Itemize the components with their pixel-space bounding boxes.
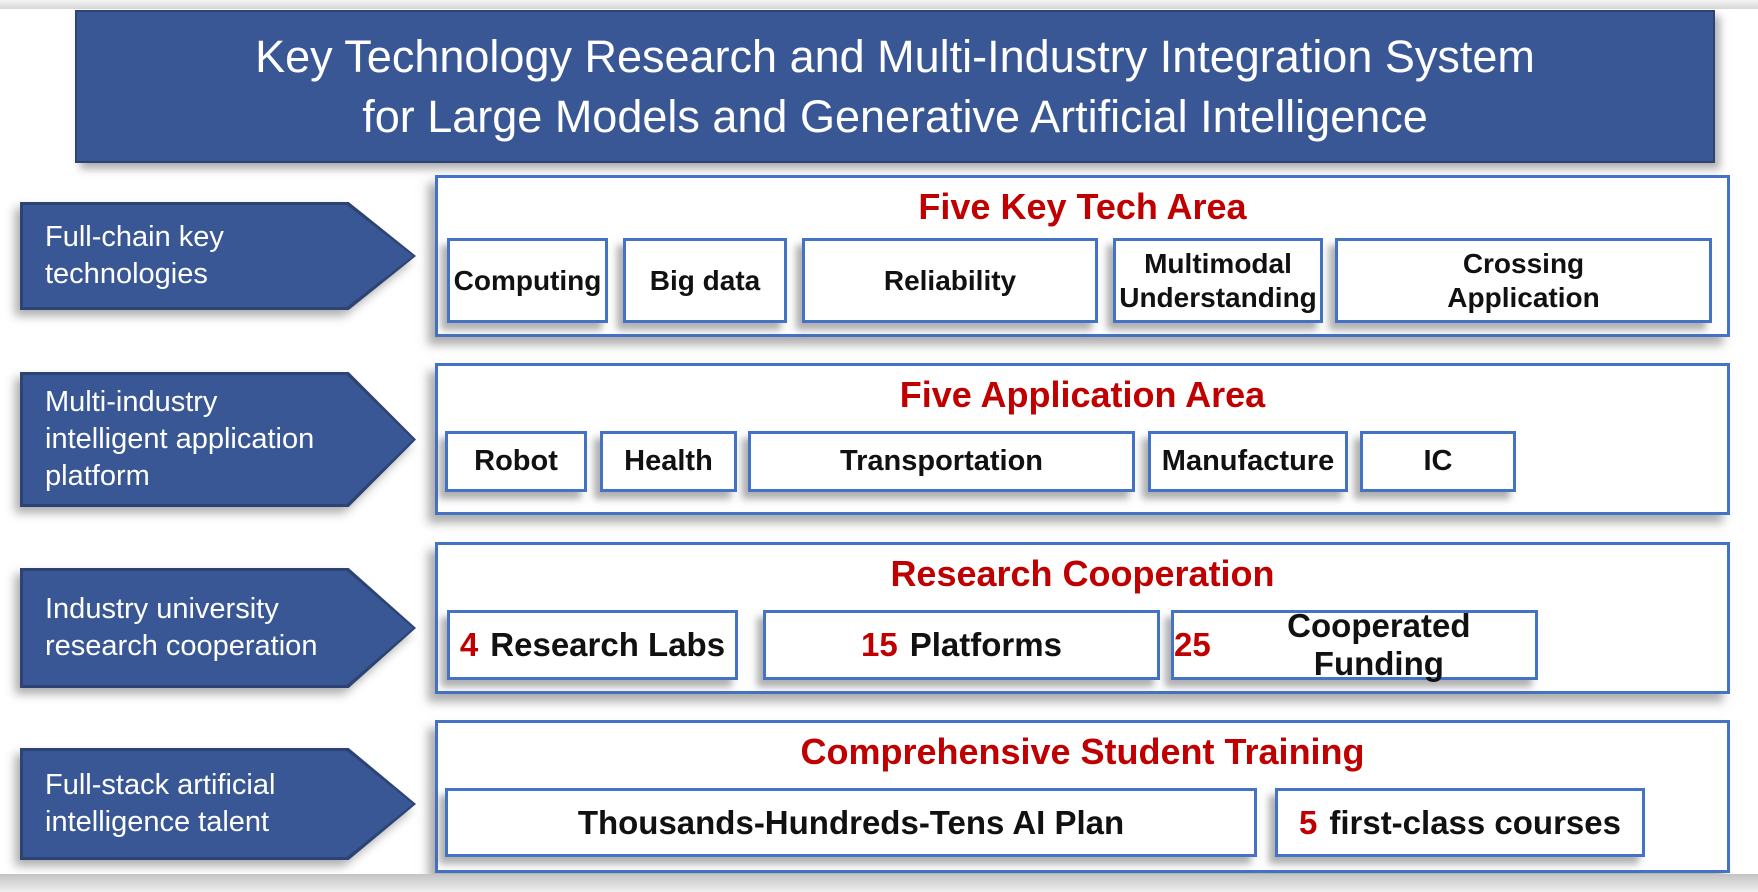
panel-research-cooperation: Research Cooperation 4 Research Labs 15 … xyxy=(435,542,1730,694)
arrow-shape: Industry university research cooperation xyxy=(20,568,416,688)
panel-five-application-area: Five Application Area Robot Health Trans… xyxy=(435,363,1730,515)
box-reliability: Reliability xyxy=(802,238,1098,323)
box-big-data: Big data xyxy=(623,238,787,323)
title-line-1: Key Technology Research and Multi-Indust… xyxy=(255,30,1535,82)
box-first-class-courses: 5 first-class courses xyxy=(1275,788,1645,857)
arrow-label: Full-stack artificial intelligence talen… xyxy=(45,769,276,838)
box-cooperated-funding: 25 Cooperated Funding xyxy=(1171,607,1538,682)
count-cooperated-funding: 25 xyxy=(1174,626,1211,663)
arrow-label: Multi-industry intelligent application p… xyxy=(45,386,315,492)
arrow-full-chain-key-technologies: Full-chain key technologies xyxy=(20,202,416,310)
arrow-industry-university-research-cooperation: Industry university research cooperation xyxy=(20,568,416,688)
arrow-shape: Multi-industry intelligent application p… xyxy=(20,372,416,507)
panel-heading: Five Application Area xyxy=(899,374,1266,415)
box-multimodal-understanding: Multimodal Understanding xyxy=(1113,238,1323,323)
box-transportation: Transportation xyxy=(748,431,1135,492)
arrow-label: Full-chain key technologies xyxy=(45,221,224,290)
label-cooperated-funding: Cooperated Funding xyxy=(1287,607,1471,682)
arrow-fill: Industry university research cooperation xyxy=(23,571,413,685)
arrow-shape: Full-stack artificial intelligence talen… xyxy=(20,748,416,860)
count-first-class-courses: 5 xyxy=(1298,803,1318,841)
arrow-full-stack-artificial-intelligence-talent: Full-stack artificial intelligence talen… xyxy=(20,748,416,860)
arrow-multi-industry-intelligent-application-platform: Multi-industry intelligent application p… xyxy=(20,372,416,507)
box-crossing-application: Crossing Application xyxy=(1335,238,1712,323)
panel-heading: Five Key Tech Area xyxy=(918,186,1247,227)
arrow-shape: Full-chain key technologies xyxy=(20,202,416,310)
title-banner: Key Technology Research and Multi-Indust… xyxy=(75,10,1715,163)
label-platforms: Platforms xyxy=(909,626,1062,663)
arrow-fill: Multi-industry intelligent application p… xyxy=(23,375,413,504)
box-manufacture: Manufacture xyxy=(1148,431,1348,492)
title-line-2: for Large Models and Generative Artifici… xyxy=(362,90,1428,142)
bottom-edge-strip xyxy=(0,874,1758,892)
box-ic: IC xyxy=(1360,431,1516,492)
box-ai-plan: Thousands-Hundreds-Tens AI Plan xyxy=(445,788,1257,857)
box-research-labs: 4 Research Labs xyxy=(447,610,738,680)
count-research-labs: 4 xyxy=(459,626,479,663)
arrow-fill: Full-chain key technologies xyxy=(23,205,413,307)
count-platforms: 15 xyxy=(861,626,898,663)
top-edge-strip xyxy=(0,0,1758,9)
panel-heading: Comprehensive Student Training xyxy=(800,731,1365,772)
box-platforms: 15 Platforms xyxy=(763,610,1160,680)
box-computing: Computing xyxy=(447,238,608,323)
box-health: Health xyxy=(600,431,737,492)
arrow-label: Industry university research cooperation xyxy=(45,593,318,662)
label-first-class-courses: first-class courses xyxy=(1329,803,1621,841)
label-research-labs: Research Labs xyxy=(490,626,726,663)
box-robot: Robot xyxy=(445,431,587,492)
arrow-fill: Full-stack artificial intelligence talen… xyxy=(23,751,413,857)
panel-heading: Research Cooperation xyxy=(890,553,1275,594)
panel-five-key-tech-area: Five Key Tech Area Computing Big data Re… xyxy=(435,175,1730,337)
panel-comprehensive-student-training: Comprehensive Student Training Thousands… xyxy=(435,720,1730,873)
